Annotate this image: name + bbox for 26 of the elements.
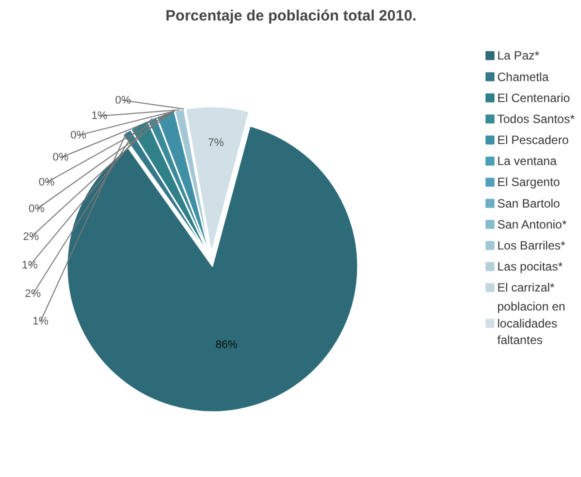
legend-label: Todos Santos* [497, 112, 575, 126]
data-label: 1% [32, 316, 49, 328]
legend-label: La ventana [497, 154, 557, 168]
legend-label: El carrizal* [497, 280, 555, 295]
chart-title: Porcentaje de población total 2010. [166, 8, 416, 24]
data-label: 2% [22, 231, 40, 244]
legend-label: Chametla [497, 70, 549, 84]
legend-label: El Centenario [497, 90, 570, 105]
legend-label: poblacion en localidades faltantes [497, 300, 566, 348]
legend-label: San Bartolo [497, 196, 560, 210]
data-label: 86% [216, 339, 238, 352]
text: 0% [38, 176, 55, 188]
text: 0% [52, 152, 69, 164]
data-label: 1% [91, 110, 108, 122]
legend-label: La Paz* [497, 48, 540, 63]
text: 0% [70, 129, 86, 142]
legend-label: El Pescadero [497, 133, 569, 148]
legend-label: El Sargento [497, 175, 560, 190]
legend-label: Los Barriles* [497, 238, 566, 252]
legend-label: San Antonio* [497, 217, 567, 232]
data-label: 2% [24, 288, 42, 300]
text: 0% [28, 203, 45, 216]
legend-label: Las pocitas* [497, 260, 563, 274]
data-label: 1% [22, 260, 38, 272]
text: 0% [115, 94, 132, 106]
data-label: 7% [208, 137, 224, 150]
